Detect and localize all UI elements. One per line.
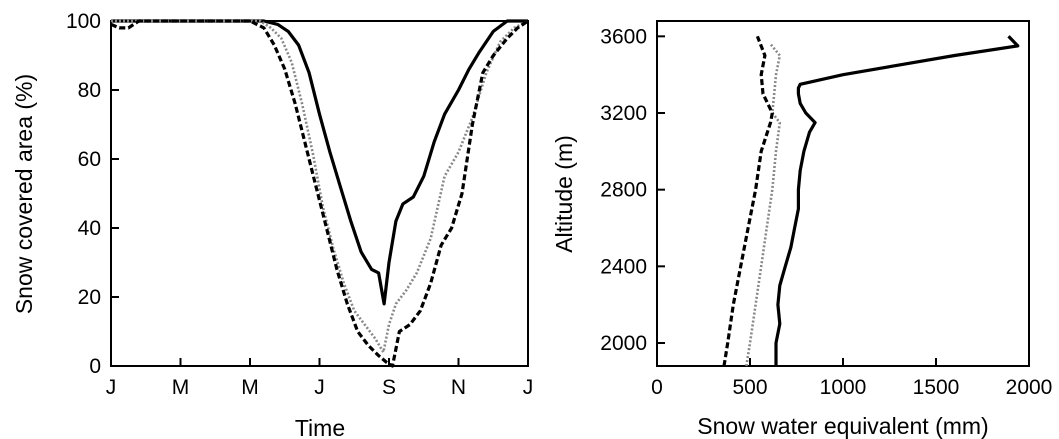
left-x-tick-label: N xyxy=(451,376,466,399)
left-x-tick-label: J xyxy=(523,376,534,399)
left-series-dashed-line xyxy=(110,19,529,368)
right-series-dotted-line xyxy=(745,43,782,367)
left-x-tick-label: J xyxy=(106,376,117,399)
right-y-tick-label: 2800 xyxy=(600,179,647,202)
left-y-tick-label: 80 xyxy=(78,79,101,102)
right-y-tick-label: 3200 xyxy=(600,102,647,125)
left-y-tick-label: 0 xyxy=(89,355,101,378)
left-x-tick-label: J xyxy=(314,376,325,399)
right-y-tick-label: 2400 xyxy=(600,255,647,278)
right-y-tick-label: 3600 xyxy=(600,25,647,48)
left-x-tick-label: M xyxy=(172,376,190,399)
left-x-tick-label: S xyxy=(382,376,396,399)
right-y-axis-label: Altitude (m) xyxy=(551,135,577,253)
right-y-tick-label: 2000 xyxy=(600,332,647,355)
left-x-axis-label: Time xyxy=(295,415,345,439)
right-plot-frame xyxy=(656,20,1030,367)
right-x-tick-label: 500 xyxy=(732,376,767,399)
left-series-dotted-line xyxy=(111,19,529,354)
left-y-tick-label: 20 xyxy=(78,286,101,309)
left-series-solid-line xyxy=(111,19,528,306)
left-y-tick-label: 100 xyxy=(66,10,101,33)
left-x-tick-label: M xyxy=(241,376,259,399)
left-y-tick-label: 40 xyxy=(78,217,101,240)
right-x-tick-label: 1000 xyxy=(820,376,867,399)
right-series-solid-line xyxy=(774,35,1020,366)
left-y-tick-label: 60 xyxy=(78,148,101,171)
right-series-dashed-line xyxy=(722,35,774,367)
right-x-axis-label: Snow water equivalent (mm) xyxy=(697,413,988,439)
right-x-tick-label: 2000 xyxy=(1006,376,1053,399)
right-x-tick-label: 1500 xyxy=(913,376,960,399)
swe-altitude-chart: Altitude (m) Snow water equivalent (mm) … xyxy=(551,20,1053,439)
left-y-axis-label: Snow covered area (%) xyxy=(11,74,37,314)
snow-cover-chart: Snow covered area (%) Time J M M J S N J020406… xyxy=(11,10,533,439)
right-x-tick-label: 0 xyxy=(651,376,663,399)
